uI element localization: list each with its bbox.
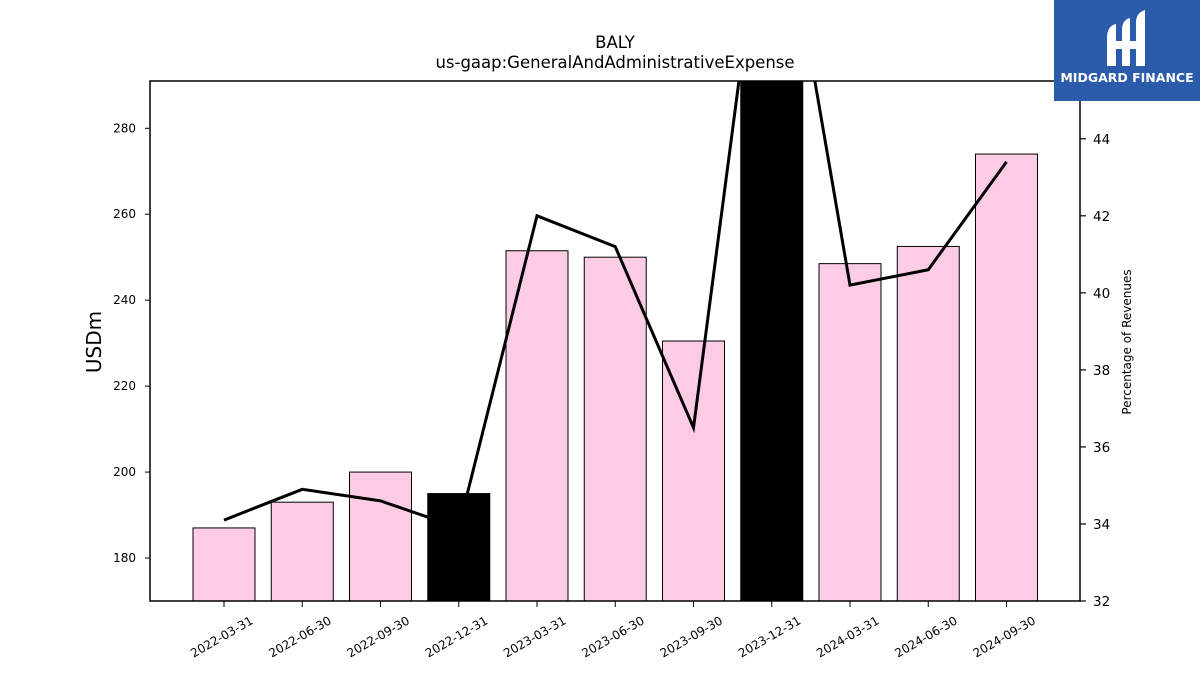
y2-tick-label: 36 bbox=[1093, 440, 1110, 456]
x-tick-label: 2023-12-31 bbox=[736, 613, 803, 660]
bar bbox=[427, 493, 491, 601]
x-tick-label: 2022-06-30 bbox=[266, 613, 333, 660]
y2-tick-label: 38 bbox=[1093, 363, 1110, 379]
bar bbox=[975, 153, 1038, 601]
bar-series bbox=[192, 81, 1038, 601]
y-tick-label: 180 bbox=[113, 551, 136, 565]
logo-text: MIDGARD FINANCE bbox=[1060, 70, 1194, 85]
x-axis: 2022-03-31 2022-06-30 2022-09-30 2022-12-31… bbox=[188, 601, 1038, 660]
bar bbox=[349, 471, 412, 601]
y2-tick-label: 40 bbox=[1093, 286, 1110, 302]
y2-tick-label: 44 bbox=[1093, 132, 1110, 148]
bar bbox=[505, 250, 569, 601]
bar bbox=[740, 81, 804, 601]
x-tick-label: 2024-03-31 bbox=[814, 613, 881, 660]
bar bbox=[896, 245, 960, 601]
x-tick-label: 2023-09-30 bbox=[658, 613, 725, 660]
y2-tick-label: 32 bbox=[1093, 594, 1110, 610]
line-path bbox=[223, 81, 1008, 530]
bar bbox=[662, 340, 725, 601]
chart-title: BALY bbox=[595, 33, 636, 52]
x-tick-label: 2023-03-31 bbox=[501, 613, 568, 660]
y-tick-label: 280 bbox=[113, 121, 136, 135]
y-axis-label: USDm bbox=[82, 311, 106, 373]
line-series bbox=[223, 81, 1008, 530]
midgard-logo-icon bbox=[1107, 10, 1145, 66]
y-tick-label: 240 bbox=[113, 293, 136, 307]
bar bbox=[818, 263, 882, 601]
y2-tick-label: 34 bbox=[1093, 517, 1110, 533]
left-y-axis: 180 200 220 240 260 280 bbox=[113, 121, 150, 565]
y-tick-label: 200 bbox=[113, 465, 136, 479]
bar bbox=[583, 256, 647, 601]
bar bbox=[192, 527, 256, 601]
x-tick-label: 2023-06-30 bbox=[579, 613, 646, 660]
y-tick-label: 260 bbox=[113, 207, 136, 221]
y2-tick-label: 42 bbox=[1093, 209, 1110, 225]
y2-axis-label: Percentage of Revenues bbox=[1120, 269, 1134, 414]
logo: MIDGARD FINANCE bbox=[1054, 0, 1200, 101]
x-tick-label: 2022-12-31 bbox=[423, 613, 490, 660]
y-tick-label: 220 bbox=[113, 379, 136, 393]
chart-subtitle: us-gaap:GeneralAndAdministrativeExpense bbox=[435, 53, 794, 72]
x-tick-label: 2024-09-30 bbox=[971, 613, 1038, 660]
x-tick-label: 2022-03-31 bbox=[188, 613, 255, 660]
x-tick-label: 2022-09-30 bbox=[345, 613, 412, 660]
right-y-axis: 32 34 36 38 40 42 44 bbox=[1080, 132, 1110, 610]
x-tick-label: 2024-06-30 bbox=[892, 613, 959, 660]
bar bbox=[270, 501, 334, 601]
